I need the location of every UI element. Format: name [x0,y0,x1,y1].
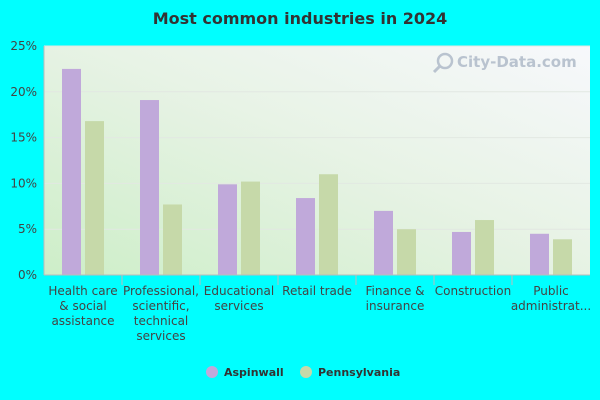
bar-pennsylvania [397,229,416,275]
y-axis: 0% 5% 10% 15% 20% 25% [10,39,45,282]
bar-aspinwall [374,210,393,275]
watermark-text: City-Data.com [457,53,577,71]
y-tick-label: 15% [10,131,37,145]
bar-aspinwall [62,68,81,276]
watermark: City-Data.com [432,52,577,74]
category-label: Professional, scientific, technical service… [123,284,199,343]
bar-pennsylvania [163,204,182,275]
legend-swatch-aspinwall [206,366,218,378]
bar-aspinwall [530,233,549,275]
category-label: Construction [435,284,511,298]
bar-aspinwall [296,198,315,275]
y-tick-label: 5% [18,222,37,236]
chart-title: Most common industries in 2024 [153,9,448,28]
legend-label-aspinwall: Aspinwall [224,366,284,379]
category-label: Finance & insurance [365,284,424,313]
y-tick-label: 10% [10,176,37,190]
category-label: Retail trade [282,284,352,298]
y-tick-label: 0% [18,268,37,282]
bar-pennsylvania [319,174,338,275]
y-tick-label: 20% [10,85,37,99]
plot-area [44,46,590,275]
bar-aspinwall [218,184,237,275]
bar-aspinwall [140,100,159,275]
bar-pennsylvania [85,121,104,275]
legend-label-pennsylvania: Pennsylvania [318,366,400,379]
bars [62,68,572,276]
bar-aspinwall [452,231,471,275]
legend-swatch-pennsylvania [300,366,312,378]
watermark-magnifier-handle [432,64,442,74]
y-tick-label: 25% [10,39,37,53]
gridlines [44,45,590,230]
legend: Aspinwall Pennsylvania [206,366,400,379]
category-label: Educational services [204,284,274,313]
bar-pennsylvania [241,181,260,275]
bar-pennsylvania [553,239,572,275]
category-label: Health care & social assistance [48,284,117,328]
bar-pennsylvania [475,220,494,275]
x-axis: Health care & social assistanceProfessiona… [44,274,591,343]
watermark-magnifier-icon [436,52,454,70]
category-label: Public administrat... [511,284,591,313]
